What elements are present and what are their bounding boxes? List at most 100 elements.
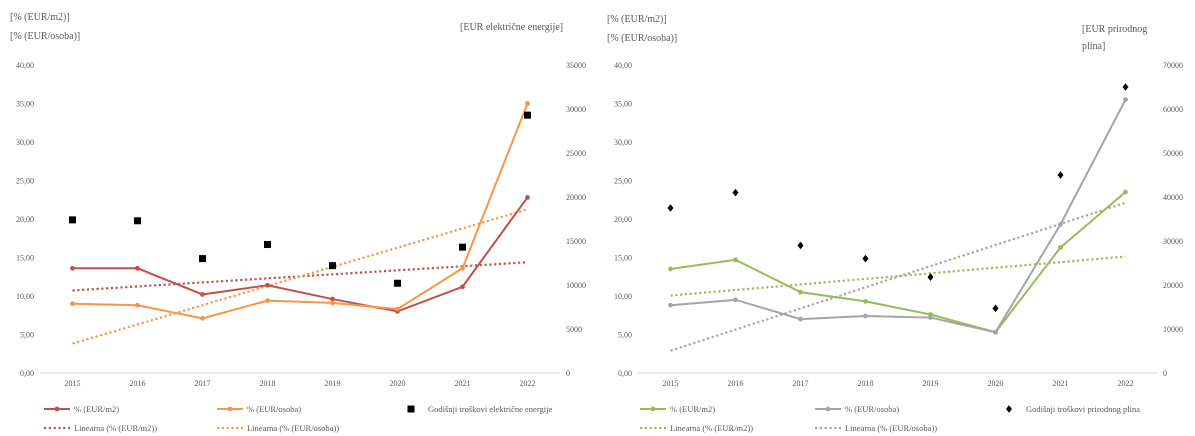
data-point xyxy=(135,302,140,308)
y2-tick-label: 20000 xyxy=(566,193,586,202)
left-axis-title-m2: [% (EUR/m2)] xyxy=(10,12,70,23)
legend-label: Linearna (% (EUR/osoba)) xyxy=(247,423,339,433)
data-point xyxy=(798,316,803,322)
series-line xyxy=(670,99,1127,334)
y2-tick-label: 40000 xyxy=(1163,193,1183,202)
scatter-point xyxy=(459,243,466,251)
data-point xyxy=(70,265,75,271)
scatter-point xyxy=(134,217,141,225)
legend-label: % (EUR/m2) xyxy=(670,404,715,414)
y2-tick-label: 0 xyxy=(1163,369,1167,378)
right-axis-title: [EUR prirodnog plina] xyxy=(1082,24,1148,52)
data-point xyxy=(525,101,530,106)
y-tick-label: 30,00 xyxy=(614,138,632,147)
data-point xyxy=(200,292,205,297)
trendline xyxy=(670,201,1126,352)
data-point xyxy=(265,298,270,304)
y-tick-label: 5,00 xyxy=(618,331,632,340)
y-tick-label: 25,00 xyxy=(614,177,632,186)
x-tick-label: 2020 xyxy=(390,379,406,388)
scatter-point xyxy=(199,255,206,263)
legend-label: Godišnji troškovi električne energije xyxy=(428,404,552,414)
data-point xyxy=(1058,221,1063,227)
data-point xyxy=(1123,189,1128,195)
y2-tick-label: 15000 xyxy=(566,237,586,246)
scatter-point xyxy=(732,188,739,197)
trendline xyxy=(72,261,528,292)
y2-tick-label: 25000 xyxy=(566,149,586,158)
data-point xyxy=(993,329,998,335)
legend-swatch-marker xyxy=(650,406,656,412)
y2-tick-label: 60000 xyxy=(1163,105,1183,114)
x-tick-label: 2017 xyxy=(793,379,809,388)
y-tick-label: 40,00 xyxy=(614,61,632,70)
scatter-point xyxy=(264,241,271,249)
data-point xyxy=(733,257,738,263)
x-tick-label: 2018 xyxy=(260,379,276,388)
legend-swatch xyxy=(407,405,415,413)
y2-tick-label: 30000 xyxy=(566,105,586,114)
legend-label: Godišnji troškovi prirodnog plina xyxy=(1026,404,1140,414)
chart-natural-gas: [% (EUR/m2)] [% (EUR/osoba)] [EUR prirod… xyxy=(600,0,1195,436)
data-point xyxy=(460,265,465,271)
legend-swatch-marker xyxy=(227,406,233,412)
legend-label: Linearna (% (EUR/osoba)) xyxy=(845,423,937,433)
y2-tick-label: 35000 xyxy=(566,61,586,70)
legend-label: % (EUR/osoba) xyxy=(845,404,899,414)
y2-tick-label: 10000 xyxy=(1163,325,1183,334)
x-tick-label: 2017 xyxy=(195,379,211,388)
legend-label: % (EUR/osoba) xyxy=(247,404,301,414)
left-axis-title-osoba: [% (EUR/osoba)] xyxy=(607,33,678,44)
data-point xyxy=(863,313,868,319)
y-tick-label: 0,00 xyxy=(618,369,632,378)
scatter-point xyxy=(862,254,869,263)
y-tick-label: 20,00 xyxy=(614,215,632,224)
scatter-point xyxy=(1057,171,1064,179)
data-point xyxy=(135,265,140,271)
data-point xyxy=(265,282,270,288)
data-point xyxy=(928,315,933,320)
data-point xyxy=(668,266,673,272)
legend-swatch-marker xyxy=(54,406,60,412)
scatter-point xyxy=(927,273,934,281)
scatter-point xyxy=(1122,83,1129,91)
x-tick-label: 2021 xyxy=(455,379,471,388)
legend-swatch xyxy=(1006,405,1012,413)
y-tick-label: 25,00 xyxy=(16,177,34,186)
data-point xyxy=(525,195,530,200)
scatter-point xyxy=(394,279,401,287)
x-tick-label: 2018 xyxy=(858,379,874,388)
legend-label: Linearna (% (EUR/m2)) xyxy=(670,423,753,433)
x-tick-label: 2015 xyxy=(65,379,81,388)
scatter-point xyxy=(992,304,999,313)
data-point xyxy=(863,298,868,304)
y2-tick-label: 70000 xyxy=(1163,61,1183,70)
data-point xyxy=(1123,97,1128,103)
y-tick-label: 5,00 xyxy=(20,331,34,340)
legend-swatch-marker xyxy=(825,406,831,412)
scatter-point xyxy=(329,262,336,270)
y-tick-label: 10,00 xyxy=(614,292,632,301)
scatter-point xyxy=(69,216,76,224)
series-line xyxy=(670,191,1127,334)
data-point xyxy=(460,284,465,290)
trendline xyxy=(72,208,528,345)
data-point xyxy=(798,289,803,295)
x-tick-label: 2015 xyxy=(663,379,679,388)
data-point xyxy=(733,297,738,303)
y-tick-label: 40,00 xyxy=(16,61,34,70)
scatter-point xyxy=(667,204,674,212)
y-tick-label: 30,00 xyxy=(16,138,34,147)
right-axis-title: [EUR električne energije] xyxy=(460,22,564,33)
y2-tick-label: 5000 xyxy=(566,325,582,334)
x-tick-label: 2016 xyxy=(728,379,744,388)
y2-tick-label: 20000 xyxy=(1163,281,1183,290)
x-tick-label: 2019 xyxy=(923,379,939,388)
series-line xyxy=(72,103,529,320)
data-point xyxy=(330,296,335,302)
y2-tick-label: 0 xyxy=(566,369,570,378)
data-point xyxy=(1058,245,1063,250)
y2-tick-label: 50000 xyxy=(1163,149,1183,158)
y2-tick-label: 30000 xyxy=(1163,237,1183,246)
data-point xyxy=(668,302,673,308)
